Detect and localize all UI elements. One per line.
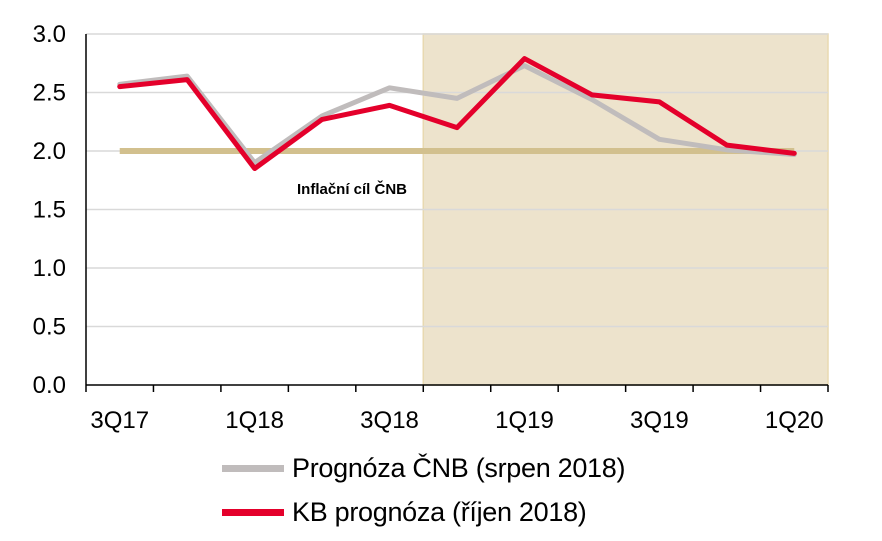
x-tick-label: 3Q17 [90,407,149,434]
axes [85,34,829,392]
series-line-kb [117,56,797,172]
y-tick-label: 3.0 [33,21,66,48]
x-tick-label: 1Q19 [495,407,554,434]
x-axis-tick-labels: 3Q17 1Q18 3Q18 1Q19 3Q19 1Q20 [90,407,823,434]
y-axis-tick-labels: 0.0 0.5 1.0 1.5 2.0 2.5 3.0 [33,21,66,399]
x-tick-label: 1Q18 [225,407,284,434]
y-tick-label: 2.5 [33,80,66,107]
x-tick-label: 3Q19 [630,407,689,434]
legend: Prognóza ČNB (srpen 2018) KB prognóza (ř… [222,446,625,534]
series-line-cnb [117,63,797,166]
legend-swatch-cnb [222,464,284,472]
line-chart: 0.00.51.01.52.02.53.0 3Q17 1Q18 3Q18 1Q19 3Q… [33,21,829,434]
grid-lines [86,33,828,328]
y-tick-label: 2.0 [33,138,66,165]
y-tick-label: 1.0 [33,255,66,282]
series-lines [117,56,797,172]
legend-label-kb: KB prognóza (říjen 2018) [292,496,587,527]
y-tick-label: 0.0 [33,372,66,399]
y-tick-label: 0.5 [33,314,66,341]
x-tick-label: 3Q18 [360,407,419,434]
legend-item-kb: KB prognóza (říjen 2018) [222,490,625,534]
legend-item-cnb: Prognóza ČNB (srpen 2018) [222,446,625,490]
x-tick-label: 1Q20 [765,407,824,434]
legend-label-cnb: Prognóza ČNB (srpen 2018) [292,452,626,483]
y-tick-label: 1.5 [33,197,66,224]
legend-swatch-kb [222,508,284,516]
inflation-target-label: Inflační cíl ČNB [297,180,407,198]
